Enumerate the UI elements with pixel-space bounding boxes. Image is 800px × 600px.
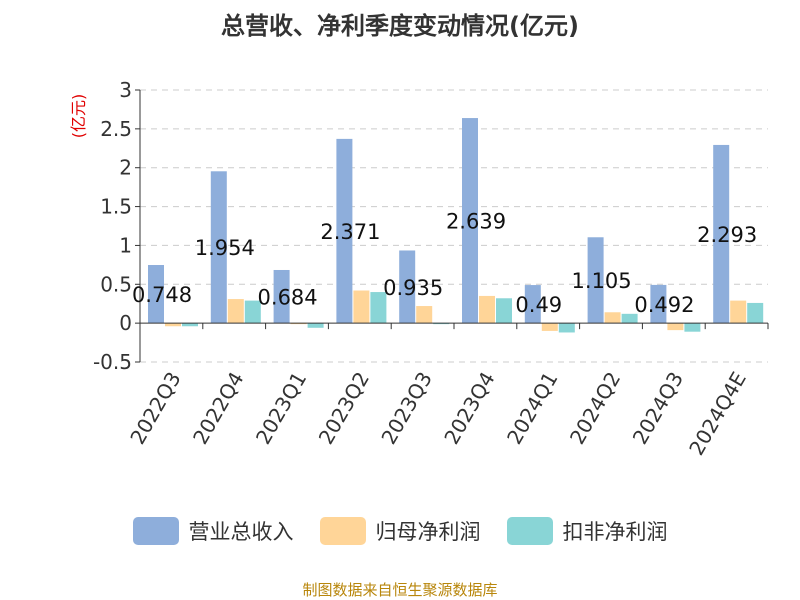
data-label: 1.105 — [572, 269, 632, 293]
x-tick-label: 2022Q3 — [125, 368, 185, 449]
source-note: 制图数据来自恒生聚源数据库 — [302, 581, 498, 599]
y-tick-label: 1 — [119, 233, 132, 257]
x-tick-label: 2024Q3 — [628, 368, 688, 449]
y-tick-label: 0.5 — [100, 272, 132, 296]
x-tick-label: 2024Q4E — [684, 368, 751, 460]
data-label: 0.748 — [132, 283, 192, 307]
y-tick-label: 2.5 — [100, 117, 132, 141]
bar-net-profit — [416, 306, 433, 324]
bar-revenue — [650, 284, 667, 324]
legend-swatch-net-profit — [319, 517, 366, 545]
data-label: 2.639 — [446, 210, 506, 234]
x-tick-label: 2023Q1 — [251, 368, 311, 449]
bar-net-profit — [353, 290, 370, 324]
bar-net-profit — [667, 323, 684, 331]
y-tick-label: 2 — [119, 156, 132, 180]
bar-revenue — [336, 138, 353, 324]
bar-net-profit — [604, 312, 621, 324]
bar-net-profit — [479, 295, 495, 324]
bar-deducted-profit — [621, 313, 638, 324]
legend-item-net-profit[interactable]: 归母净利润 — [319, 516, 481, 546]
bar-net-profit — [227, 299, 244, 324]
bar-deducted-profit — [370, 292, 387, 324]
bar-revenue — [524, 285, 541, 324]
legend: 营业总收入 归母净利润 扣非净利润 — [0, 516, 800, 546]
bar-deducted-profit — [747, 302, 764, 324]
data-label: 0.49 — [515, 293, 562, 317]
bar-revenue — [713, 144, 730, 324]
y-axis-unit-label: (亿元) — [69, 94, 88, 139]
bar-deducted-profit — [307, 323, 324, 328]
bar-deducted-profit — [182, 323, 198, 327]
legend-label-revenue: 营业总收入 — [188, 520, 294, 544]
legend-swatch-revenue — [132, 517, 179, 545]
data-label: 1.954 — [195, 236, 255, 260]
bar-revenue — [587, 237, 604, 324]
bar-deducted-profit — [684, 323, 701, 332]
bar-revenue — [210, 171, 227, 324]
bar-net-profit — [730, 300, 747, 324]
legend-label-deducted-profit: 扣非净利润 — [562, 520, 668, 544]
bar-deducted-profit — [496, 298, 512, 324]
grid-lines — [140, 89, 768, 363]
x-tick-label: 2023Q2 — [314, 368, 374, 449]
bar-net-profit — [541, 323, 558, 331]
x-tick-label: 2024Q2 — [565, 368, 625, 449]
x-tick-label: 2024Q1 — [502, 368, 562, 449]
legend-item-revenue[interactable]: 营业总收入 — [132, 516, 294, 546]
y-tick-label: 3 — [119, 78, 132, 102]
bar-revenue — [462, 118, 478, 324]
x-tick-label: 2022Q4 — [188, 368, 248, 449]
bar-deducted-profit — [244, 300, 261, 324]
bar-deducted-profit — [558, 323, 575, 333]
bars — [148, 118, 764, 333]
bar-revenue — [399, 250, 416, 324]
legend-swatch-deducted-profit — [506, 517, 553, 545]
axes: 32.521.510.50-0.5(亿元)2022Q3 2022Q4 2023Q1 2… — [69, 78, 769, 460]
data-label: 0.684 — [258, 286, 318, 310]
x-tick-label: 2023Q3 — [376, 368, 436, 449]
y-tick-label: 0 — [119, 311, 132, 335]
bar-net-profit — [165, 323, 181, 327]
legend-label-net-profit: 归母净利润 — [375, 520, 481, 544]
data-label: 2.293 — [697, 223, 757, 247]
legend-item-deducted-profit[interactable]: 扣非净利润 — [506, 516, 668, 546]
bar-revenue — [273, 269, 290, 324]
data-label: 2.371 — [320, 220, 380, 244]
y-tick-label: -0.5 — [93, 350, 132, 374]
bar-revenue — [148, 265, 164, 324]
x-tick-label: 2023Q4 — [439, 368, 499, 449]
data-label: 0.492 — [634, 293, 694, 317]
y-tick-label: 1.5 — [100, 195, 132, 219]
chart-title: 总营收、净利季度变动情况(亿元) — [221, 12, 579, 40]
data-label: 0.935 — [383, 276, 443, 300]
